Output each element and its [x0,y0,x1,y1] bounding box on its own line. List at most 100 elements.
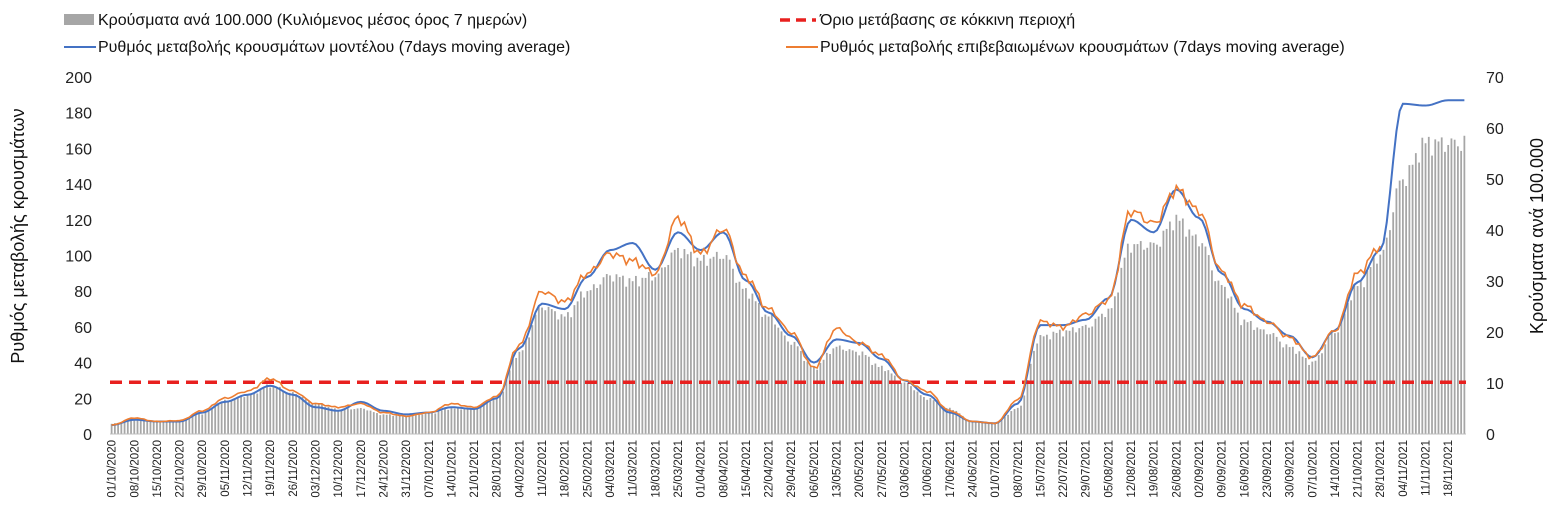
bar [735,282,738,434]
bar [492,398,495,434]
bar [1444,151,1446,434]
bar [1402,179,1404,434]
bar [842,349,844,434]
y-left-tick-label: 140 [65,177,92,194]
y-left-tick-label: 120 [65,213,92,230]
bar [359,407,362,434]
x-tick-label: 21/01/2021 [469,440,481,498]
bar-series-cases-per-100k [110,135,1466,435]
x-tick-label: 03/12/2020 [311,440,323,498]
x-tick-label: 25/02/2021 [582,440,594,498]
bar [1029,363,1032,434]
bar [677,247,679,434]
bar [754,301,757,434]
x-tick-label: 26/08/2021 [1171,440,1183,498]
bar [638,286,641,434]
bar [800,350,802,434]
bar [1279,341,1281,434]
x-tick-label: 11/11/2021 [1421,440,1433,496]
x-tick-label: 29/04/2021 [786,440,798,498]
bar [460,409,463,434]
x-tick-label: 04/03/2021 [605,440,617,498]
bar [884,371,886,434]
bar [162,421,165,434]
bar [770,314,773,434]
bar [521,350,524,434]
bar [1266,334,1268,434]
bar [534,314,537,434]
x-tick-label: 18/11/2021 [1443,440,1455,497]
x-tick-label: 26/11/2020 [288,440,300,497]
bar [1168,221,1171,434]
bar [227,401,230,434]
x-tick-label: 07/01/2021 [424,440,436,498]
bar [1204,246,1207,434]
bar [1126,243,1129,434]
bar [1327,336,1330,434]
bar [146,420,149,434]
bar [363,408,365,434]
bar [622,275,624,434]
bar [1398,180,1401,434]
bar [751,293,754,434]
bar [304,398,307,434]
y-left-tick-label: 180 [65,106,92,123]
x-tick-label: 24/12/2020 [379,440,391,498]
bar [1026,380,1029,434]
bar [1136,244,1139,434]
bar [605,274,608,434]
bar [803,360,806,434]
bar [1191,235,1194,434]
bar [327,406,330,434]
bar [968,420,971,434]
bar [1301,356,1304,434]
bar [647,272,650,434]
bar [693,266,696,434]
bar [139,419,142,434]
bar [505,379,508,434]
bar [706,265,708,434]
bar [971,420,974,434]
bar [1146,247,1149,434]
bar [453,408,456,434]
bar [279,386,281,434]
bar [1340,320,1343,434]
bar [699,260,702,434]
bar [948,407,951,434]
bar [550,309,553,434]
bar [233,398,236,434]
bar [952,409,954,434]
bar [602,277,605,434]
bar [1308,364,1310,434]
bar [1000,420,1003,434]
bar [712,256,715,434]
bar [1353,284,1356,434]
x-tick-label: 12/08/2021 [1126,440,1138,498]
x-tick-label: 15/07/2021 [1035,440,1047,498]
bar [249,394,252,434]
bar [618,277,621,434]
bar [401,415,404,434]
bar [1120,267,1123,434]
bar [1321,353,1323,434]
bar [291,392,294,434]
x-tick-label: 22/07/2021 [1058,440,1070,498]
bar [1405,185,1408,434]
bar [702,254,705,434]
bar [1240,325,1242,434]
bar [1042,336,1045,434]
bar [596,288,598,434]
bar [991,422,993,434]
bar [1437,141,1440,434]
bar [1046,334,1048,434]
y-axis-left-ticks: 0 20 40 60 80 100 120 140 160 180 200 [65,70,92,444]
bar [1188,229,1191,434]
y-left-tick-label: 40 [74,356,92,373]
bar [440,410,443,434]
bar [1246,322,1249,434]
bar [728,259,731,434]
bar [1285,344,1288,434]
bar [683,248,686,434]
legend-label-model: Ρυθμός μεταβολής κρουσμάτων μοντέλου (7d… [98,39,570,56]
bar [838,345,841,434]
